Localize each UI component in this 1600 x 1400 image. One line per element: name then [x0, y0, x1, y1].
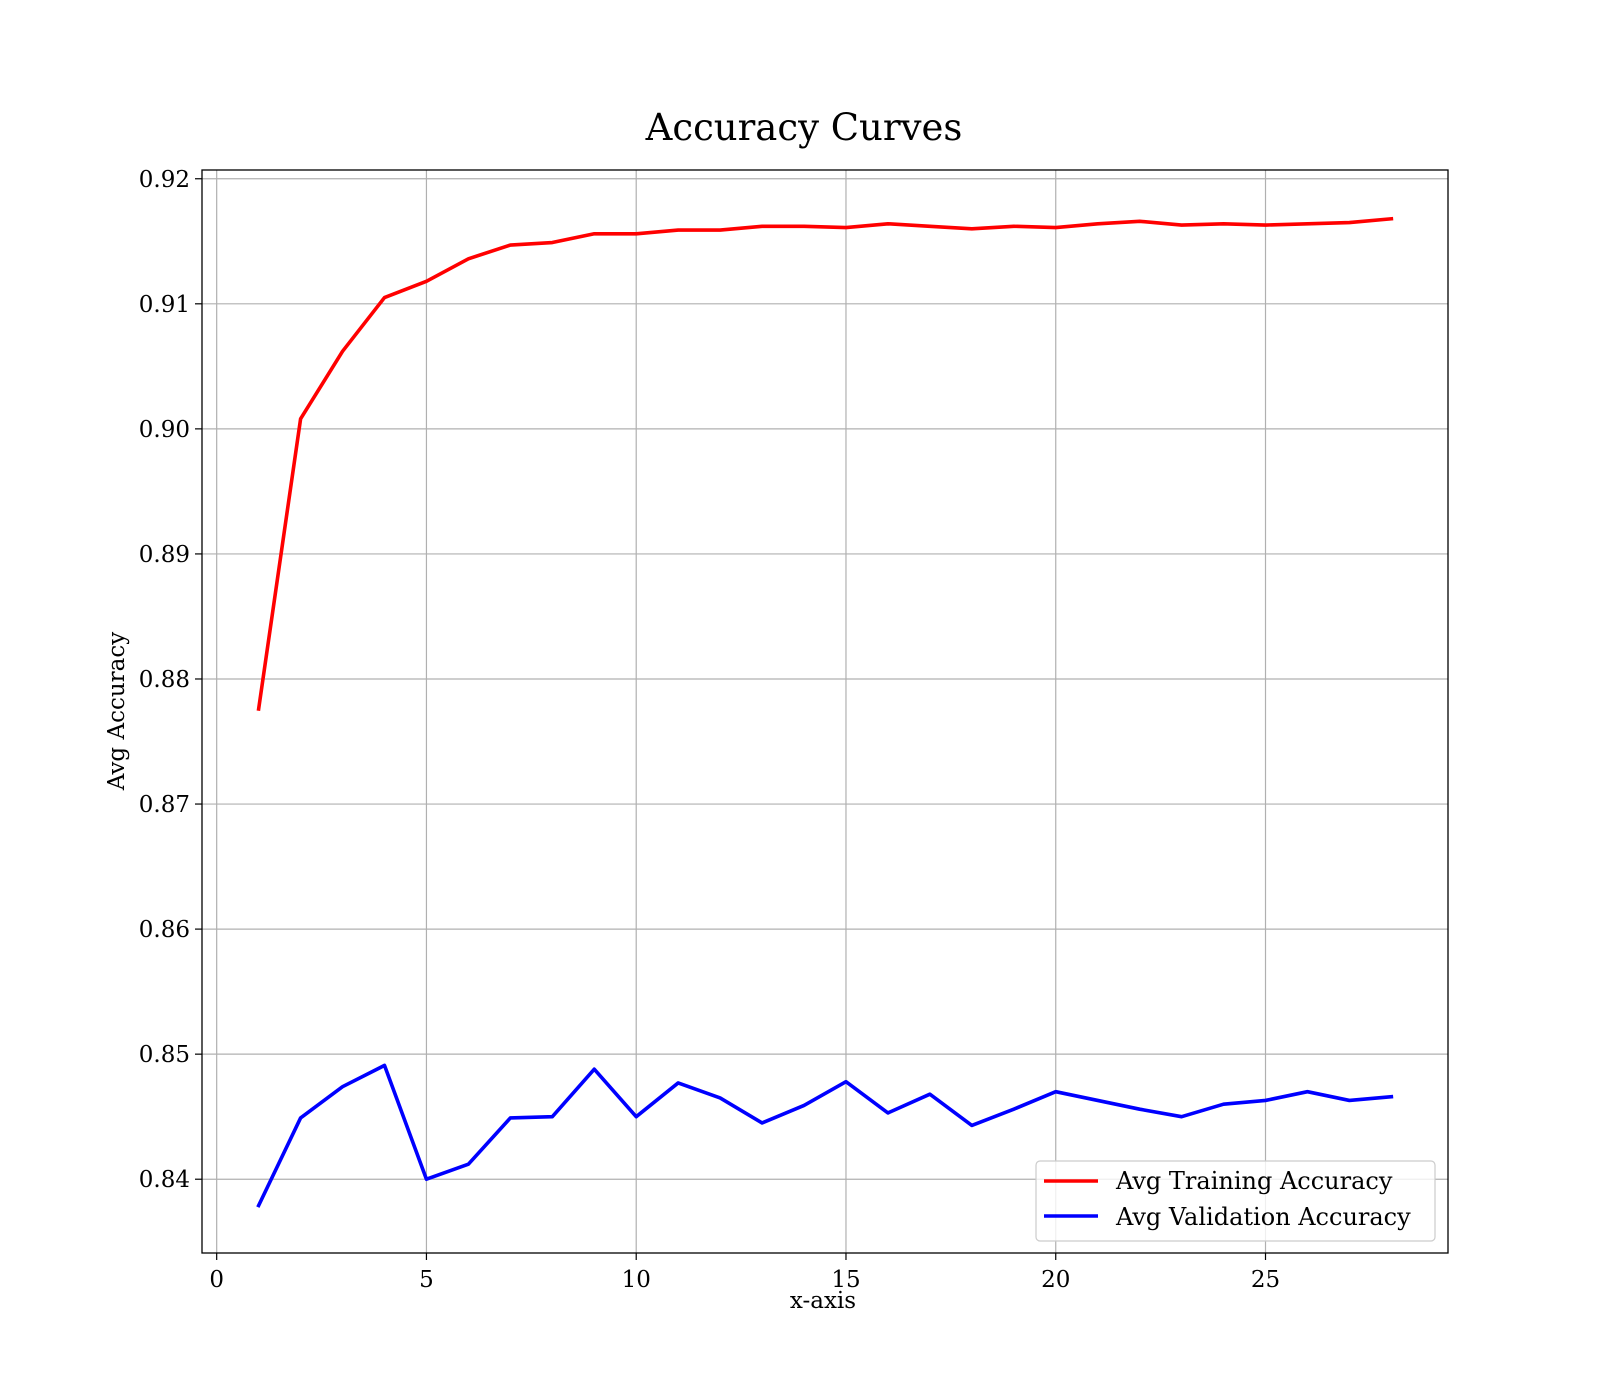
legend-label-validation: Avg Validation Accuracy: [1115, 1203, 1411, 1231]
training-accuracy-line: [256, 216, 1394, 712]
legend-label-training: Avg Training Accuracy: [1115, 1167, 1393, 1195]
y-tick-label: 0.92: [139, 167, 190, 193]
y-tick-label: 0.87: [139, 792, 190, 818]
chart-title: Accuracy Curves: [645, 106, 963, 149]
axis-ticks: 0 5 10 15 20 25 0.84 0.85 0.86 0.87 0.88 0.89 0.90 0.…: [139, 167, 1280, 1293]
y-tick-label: 0.85: [139, 1042, 190, 1068]
x-tick-label: 10: [622, 1267, 651, 1293]
y-tick-label: 0.89: [139, 542, 190, 568]
grid: [202, 170, 1448, 1253]
plot-frame: [201, 169, 1449, 1254]
y-axis-label: Avg Accuracy: [104, 632, 130, 791]
legend-box: [1035, 1160, 1436, 1242]
y-tick-label: 0.84: [139, 1167, 190, 1193]
x-tick-label: 20: [1041, 1267, 1070, 1293]
x-tick-label: 0: [209, 1267, 224, 1293]
x-tick-label: 5: [419, 1267, 434, 1293]
legend: Avg Training Accuracy Avg Validation Acc…: [1035, 1160, 1436, 1242]
x-tick-label: 25: [1251, 1267, 1280, 1293]
y-tick-label: 0.91: [139, 292, 190, 318]
validation-accuracy-line: [256, 1063, 1394, 1208]
y-tick-label: 0.86: [139, 917, 190, 943]
x-axis-label: x-axis: [790, 1288, 856, 1314]
series-layer: [256, 216, 1394, 1208]
x-tick-label: 15: [831, 1267, 860, 1293]
y-tick-label: 0.90: [139, 417, 190, 443]
y-tick-label: 0.88: [139, 667, 190, 693]
